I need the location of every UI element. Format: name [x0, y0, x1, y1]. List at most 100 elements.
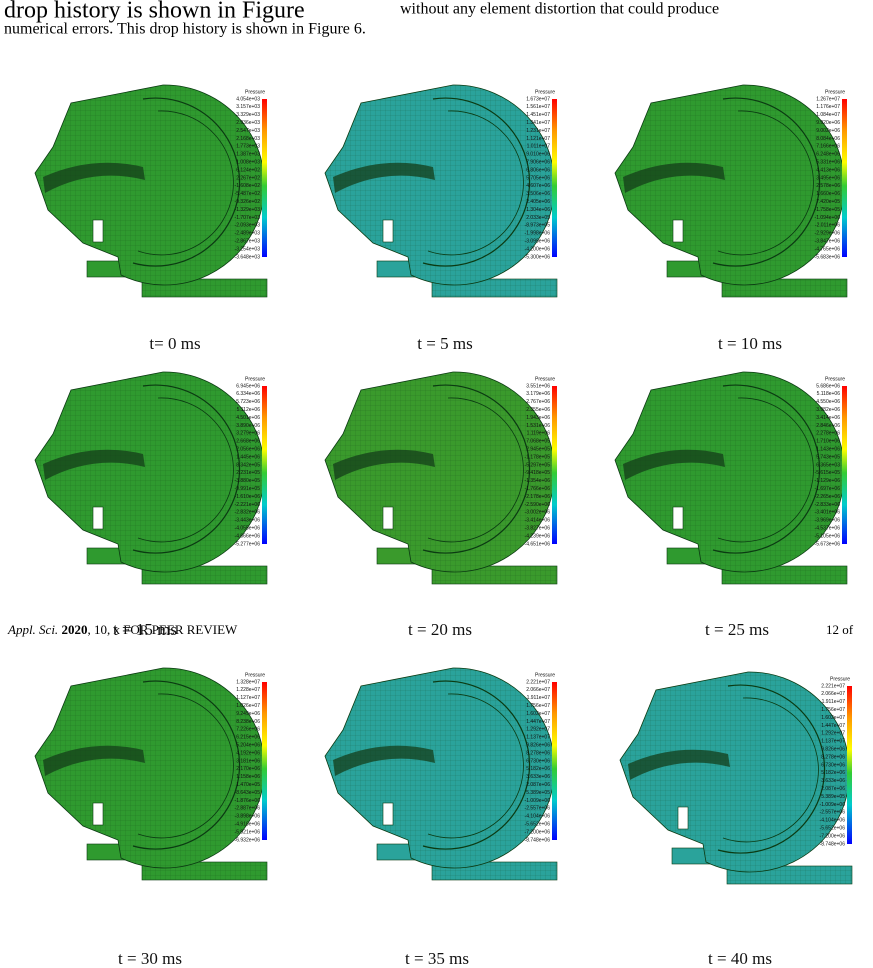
panel-caption: t = 20 ms — [408, 620, 472, 639]
legend-label: 1.602e+07 — [821, 715, 845, 721]
legend-label: 1.026e+07 — [236, 703, 260, 709]
notch — [673, 507, 683, 529]
notch — [93, 220, 103, 242]
legend-label: -9.991e+05 — [235, 486, 261, 492]
legend-label: -6.932e+06 — [235, 837, 261, 843]
legend-label: -5.652e+06 — [525, 822, 551, 828]
legend-label: 2.278e+06 — [816, 431, 840, 437]
legend-label: -5.673e+06 — [815, 541, 841, 547]
legend-label: -3.969e+06 — [815, 518, 841, 524]
legend-label: 1.228e+07 — [236, 687, 260, 693]
legend-label: -3.099e+06 — [525, 239, 551, 245]
legend-title: Pressure — [830, 676, 850, 682]
legend-title: Pressure — [825, 376, 845, 382]
legend-label: 3.329e+03 — [236, 112, 260, 118]
fem-panel: Pressure6.945e+066.334e+065.723e+065.112… — [35, 372, 267, 584]
legend-label: 1.911e+07 — [822, 699, 846, 705]
legend-label: 8.084e+06 — [816, 136, 840, 142]
legend-label: 5.204e+06 — [236, 743, 260, 749]
page: drop history is shown in Figure without … — [0, 0, 873, 968]
model-mesh — [325, 372, 555, 572]
legend-label: -5.105e+06 — [815, 533, 841, 539]
legend-label: -1.009e+06 — [820, 802, 846, 808]
legend-label: 5.389e+05 — [821, 794, 845, 800]
legend-label: 6.730e+06 — [821, 762, 845, 768]
legend-label: -9.326e+02 — [235, 199, 261, 205]
legend-label: 1.447e+07 — [821, 723, 845, 729]
legend-label: -4.200e+06 — [525, 246, 551, 252]
model-mesh — [615, 372, 845, 572]
legend-label: 1.756e+07 — [821, 707, 845, 713]
legend-label: -5.652e+06 — [820, 826, 846, 832]
legend-label: 3.982e+06 — [816, 407, 840, 413]
fem-panel: Pressure3.551e+063.179e+062.767e+062.355… — [325, 372, 557, 584]
notch — [383, 507, 393, 529]
legend-label: 2.668e+06 — [236, 439, 260, 445]
legend-label: 6.215e+06 — [236, 735, 260, 741]
legend-label: 5.182e+06 — [821, 770, 845, 776]
page-number: 12 of — [826, 622, 854, 637]
color-bar — [847, 686, 852, 844]
panel-caption: t= 0 ms — [149, 334, 200, 353]
legend-label: 1.531e+06 — [526, 423, 550, 429]
legend-label: 1.660e+06 — [816, 191, 840, 197]
legend-label: -2.489e+03 — [235, 231, 261, 237]
legend-label: 1.231e+07 — [526, 128, 550, 134]
legend-label: -1.094e+06 — [815, 215, 841, 221]
legend-label: 7.068e+05 — [526, 439, 550, 445]
legend-label: 5.182e+06 — [526, 766, 550, 772]
model-mesh — [35, 372, 265, 572]
year: 2020 — [61, 622, 87, 637]
legend-label: -4.765e+06 — [815, 246, 841, 252]
legend-label: -4.239e+06 — [525, 533, 551, 539]
legend-label: -5.683e+06 — [815, 254, 841, 260]
legend-label: 9.010e+06 — [526, 152, 550, 158]
legend-label: 2.936e+03 — [236, 120, 260, 126]
legend-label: -8.973e+05 — [525, 223, 551, 229]
legend-label: 9.826e+06 — [821, 747, 845, 753]
legend-label: 5.389e+05 — [526, 790, 550, 796]
legend-label: 2.066e+07 — [821, 691, 845, 697]
figure: drop history is shown in Figure without … — [0, 0, 873, 968]
legend-label: 3.181e+06 — [236, 758, 260, 764]
legend-label: 8.278e+06 — [821, 754, 845, 760]
legend-label: 5.743e+05 — [816, 454, 840, 460]
legend-label: 1.084e+07 — [816, 112, 840, 118]
legend-label: -2.867e+03 — [235, 239, 261, 245]
legend-label: 4.192e+06 — [236, 750, 260, 756]
legend-label: 3.279e+06 — [236, 431, 260, 437]
legend-label: -3.847e+06 — [815, 239, 841, 245]
legend-title: Pressure — [535, 376, 555, 382]
color-bar — [842, 99, 847, 257]
legend-label: 1.121e+07 — [526, 136, 550, 142]
fem-panel: Pressure1.673e+071.561e+071.451e+071.341… — [325, 85, 557, 297]
legend-label: 2.547e+03 — [236, 128, 260, 134]
legend-label: 4.413e+06 — [816, 167, 840, 173]
fem-panel: Pressure5.686e+065.118e+064.550e+063.982… — [615, 372, 847, 584]
legend-label: 2.231e+05 — [236, 470, 260, 476]
legend-label: 1.451e+07 — [526, 112, 550, 118]
legend-label: 2.087e+06 — [526, 782, 550, 788]
legend-label: -4.651e+06 — [525, 541, 551, 547]
legend-label: 4.550e+06 — [816, 399, 840, 405]
legend-label: 8.238e+06 — [236, 719, 260, 725]
legend-label: -8.748e+06 — [525, 837, 551, 843]
legend-label: 7.166e+06 — [816, 144, 840, 150]
legend-label: 1.773e+03 — [236, 144, 260, 150]
legend-title: Pressure — [535, 89, 555, 95]
notch — [383, 803, 393, 825]
legend-label: 8.342e+05 — [236, 462, 260, 468]
legend-label: 9.826e+06 — [526, 743, 550, 749]
fem-panel: Pressure1.328e+071.228e+071.127e+071.026… — [35, 668, 267, 880]
panel-caption: t = 40 ms — [708, 949, 772, 968]
legend-title: Pressure — [245, 376, 265, 382]
legend-label: -9.418e+05 — [525, 470, 551, 476]
legend-label: 1.143e+06 — [816, 447, 840, 453]
body-text: without any element distortion that coul… — [400, 1, 719, 18]
legend-label: 7.420e+05 — [816, 199, 840, 205]
legend-label: 1.673e+07 — [526, 96, 550, 102]
legend-label: 5.118e+06 — [817, 391, 841, 397]
legend-label: 1.127e+07 — [236, 695, 260, 701]
legend-label: -2.929e+06 — [815, 231, 841, 237]
legend-label: -3.827e+06 — [525, 526, 551, 532]
